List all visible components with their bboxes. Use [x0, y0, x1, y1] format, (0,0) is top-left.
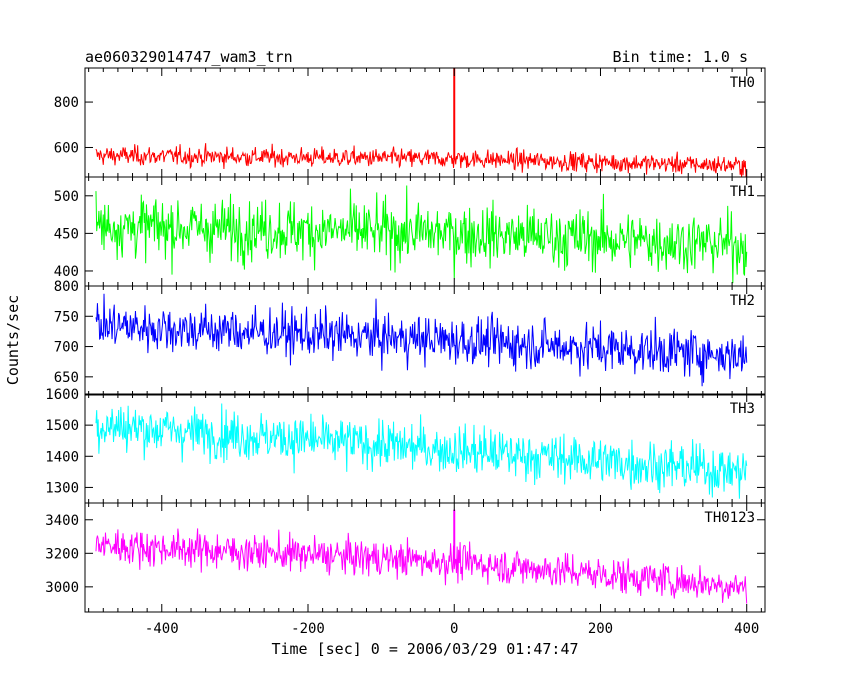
series-line-th0: [95, 143, 748, 178]
x-tick-label: -400: [145, 621, 179, 637]
series-line-th1: [95, 185, 748, 284]
series-line-th3: [95, 403, 748, 499]
y-tick-label: 3000: [45, 580, 79, 596]
x-tick-label: 0: [450, 621, 458, 637]
y-tick-label: 650: [54, 370, 79, 386]
y-tick-label: 1500: [45, 418, 79, 434]
series-line-th0123: [95, 528, 748, 604]
panel-label-th0123: TH0123: [704, 510, 755, 526]
y-tick-label: 1300: [45, 480, 79, 496]
y-tick-label: 1400: [45, 449, 79, 465]
x-tick-label: -200: [291, 621, 325, 637]
y-tick-label: 400: [54, 264, 79, 280]
y-tick-label: 500: [54, 189, 79, 205]
panel-label-th0: TH0: [730, 75, 755, 91]
y-tick-label: 800: [54, 279, 79, 295]
x-axis-label: Time [sec] 0 = 2006/03/29 01:47:47: [271, 640, 578, 658]
series-line-th2: [95, 293, 748, 387]
y-tick-label: 1600: [45, 387, 79, 403]
y-tick-label: 450: [54, 226, 79, 242]
y-tick-label: 700: [54, 340, 79, 356]
panel-label-th1: TH1: [730, 184, 755, 200]
chart-subtitle: Bin time: 1.0 s: [613, 48, 748, 66]
y-axis-label: Counts/sec: [4, 295, 22, 385]
x-tick-label: 200: [588, 621, 613, 637]
panel-label-th2: TH2: [730, 293, 755, 309]
y-tick-label: 3200: [45, 546, 79, 562]
y-tick-label: 600: [54, 140, 79, 156]
y-tick-label: 750: [54, 309, 79, 325]
y-tick-label: 800: [54, 95, 79, 111]
x-tick-label: 400: [734, 621, 759, 637]
chart-title: ae060329014747_wam3_trn: [85, 48, 293, 66]
panel-label-th3: TH3: [730, 401, 755, 417]
y-tick-label: 3400: [45, 513, 79, 529]
